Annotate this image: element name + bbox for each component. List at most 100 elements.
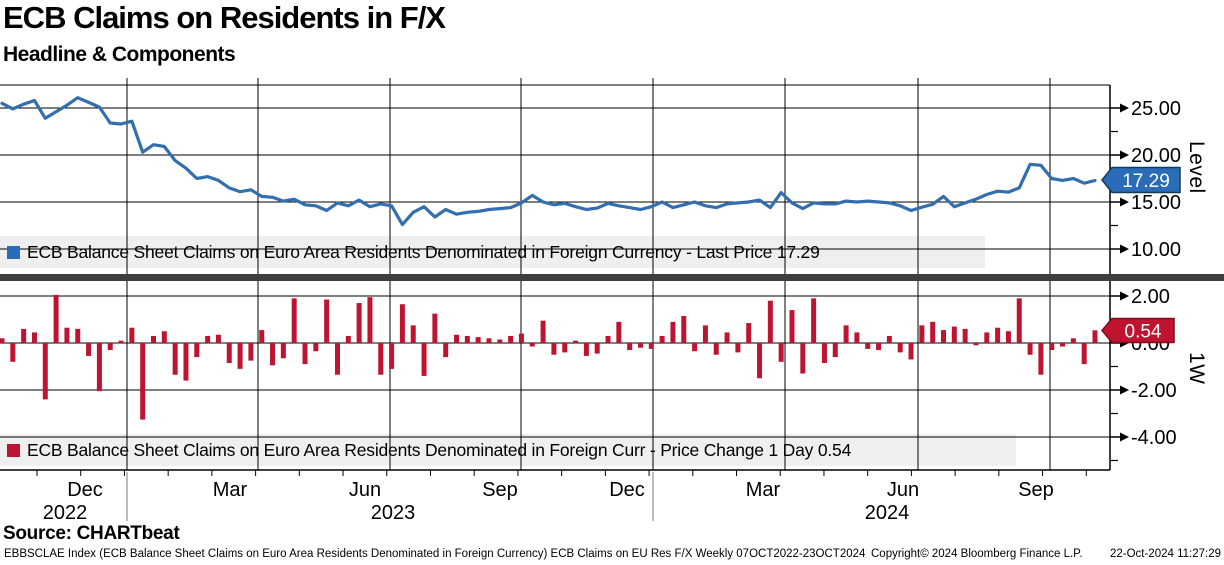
- change-bar: [821, 343, 827, 363]
- change-bar: [735, 343, 741, 353]
- change-bar: [800, 343, 806, 374]
- y-tick-label: 2.00: [1131, 286, 1170, 308]
- change-bar: [930, 321, 936, 343]
- change-bar: [594, 343, 600, 354]
- change-bar: [64, 327, 70, 343]
- change-bar: [96, 343, 102, 392]
- change-bar: [529, 343, 535, 347]
- change-bar: [421, 343, 427, 376]
- change-bar: [702, 325, 708, 343]
- change-bar: [865, 343, 871, 349]
- change-bar: [670, 321, 676, 343]
- change-bar: [616, 321, 622, 343]
- panel-divider: [0, 274, 1224, 281]
- change-bar: [205, 335, 211, 343]
- change-bar: [692, 343, 698, 352]
- change-bar: [454, 334, 460, 343]
- change-legend-label: ECB Balance Sheet Claims on Euro Area Re…: [27, 439, 852, 460]
- change-bar: [778, 343, 784, 362]
- y-tick-arrow: [1120, 385, 1129, 395]
- change-bar: [919, 325, 925, 343]
- change-bar: [410, 325, 416, 343]
- change-bar: [583, 343, 589, 356]
- change-bar: [21, 328, 27, 343]
- change-bar: [486, 338, 492, 343]
- y-tick-arrow: [1120, 103, 1129, 113]
- change-bar: [42, 343, 48, 400]
- x-month-label: Mar: [213, 479, 248, 501]
- change-bar: [194, 343, 200, 358]
- change-bar: [226, 343, 232, 363]
- change-bar: [940, 330, 946, 343]
- change-bar: [713, 343, 719, 355]
- change-bar: [886, 335, 892, 343]
- change-bar: [475, 337, 481, 343]
- x-month-label: Mar: [746, 479, 781, 501]
- change-bar: [237, 343, 243, 369]
- change-bar: [0, 338, 5, 343]
- level-legend-swatch: [7, 245, 20, 259]
- change-bar: [811, 298, 817, 343]
- change-bar: [280, 343, 286, 359]
- y-tick-label: 25.00: [1131, 98, 1181, 120]
- change-price-flag[interactable]: [1101, 317, 1175, 344]
- y-tick-arrow: [1120, 150, 1129, 160]
- x-axis-labels: Dec Mar Jun Sep Dec Mar Jun Sep 2022 2023 2024: [36, 470, 1087, 524]
- timestamp: 22-Oct-2024 11:27:29: [1109, 548, 1221, 560]
- x-month-label: Jun: [887, 479, 919, 501]
- y-tick-label: -4.00: [1131, 427, 1177, 449]
- y-tick-arrow: [1120, 432, 1129, 442]
- change-bar: [681, 315, 687, 343]
- change-bar: [302, 343, 308, 365]
- change-bar: [854, 332, 860, 343]
- change-bar: [389, 343, 395, 369]
- y-tick-label: -2.00: [1131, 380, 1177, 402]
- change-bar: [789, 310, 795, 343]
- change-bar: [140, 343, 146, 420]
- data-series: [0, 96, 1098, 420]
- source-line: Source: CHARTbeat: [3, 523, 180, 544]
- change-bar: [627, 343, 633, 351]
- change-bar: [270, 343, 276, 366]
- y-tick-label: 10.00: [1131, 239, 1181, 261]
- change-bar: [984, 332, 990, 343]
- change-bar: [1092, 330, 1098, 343]
- change-bar: [1060, 343, 1066, 347]
- x-month-label: Dec: [609, 479, 645, 501]
- change-bar: [497, 339, 503, 343]
- change-bar: [876, 343, 882, 351]
- change-bar: [334, 343, 340, 375]
- change-bar: [605, 335, 611, 343]
- change-bar: [540, 320, 546, 343]
- change-bar: [648, 343, 654, 349]
- x-year-label: 2023: [371, 502, 416, 524]
- change-bar: [995, 327, 1001, 343]
- level-price-flag[interactable]: [1101, 166, 1181, 194]
- change-bar: [313, 343, 319, 352]
- change-bar: [464, 335, 470, 343]
- change-bar: [291, 298, 297, 343]
- change-bar: [832, 343, 838, 358]
- last-price-flags: 17.29 0.54: [1101, 166, 1181, 344]
- x-month-label: Sep: [482, 479, 518, 501]
- page-title: ECB Claims on Residents in F/X: [3, 0, 446, 35]
- change-bar: [1070, 338, 1076, 343]
- change-bar: [518, 333, 524, 343]
- change-bar: [367, 297, 373, 343]
- change-bar: [767, 300, 773, 343]
- level-price-flag-value: 17.29: [1122, 171, 1170, 192]
- x-month-label: Dec: [67, 479, 103, 501]
- level-legend-label: ECB Balance Sheet Claims on Euro Area Re…: [27, 241, 820, 262]
- top-legend[interactable]: ECB Balance Sheet Claims on Euro Area Re…: [7, 236, 820, 268]
- change-bar: [637, 343, 643, 348]
- change-bar: [248, 343, 254, 361]
- change-bar: [951, 326, 957, 343]
- change-bar: [1081, 343, 1087, 365]
- x-month-label: Sep: [1018, 479, 1054, 501]
- change-bar: [86, 343, 92, 356]
- change-bar: [962, 328, 968, 343]
- y-tick-arrow: [1120, 197, 1129, 207]
- change-bar: [1005, 331, 1011, 343]
- bottom-legend[interactable]: ECB Balance Sheet Claims on Euro Area Re…: [7, 434, 851, 466]
